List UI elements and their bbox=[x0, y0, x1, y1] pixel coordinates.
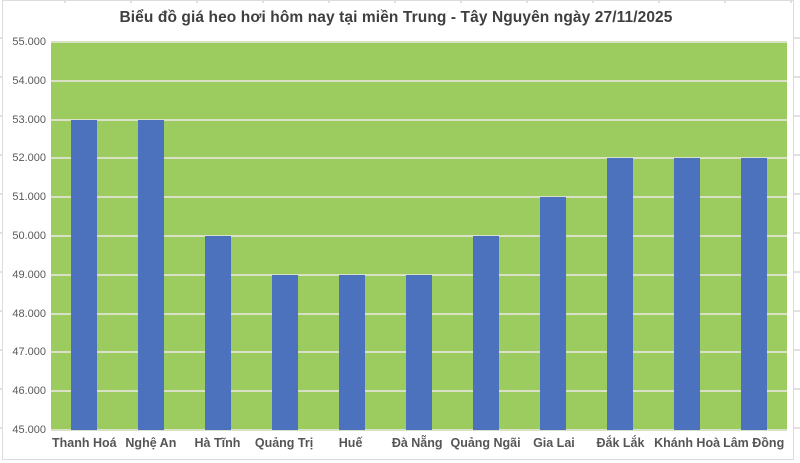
gridline bbox=[51, 118, 787, 121]
gridline bbox=[51, 157, 787, 160]
x-tick-label: Đà Nẵng bbox=[391, 436, 443, 450]
x-tick-label: Quảng Trị bbox=[254, 436, 314, 450]
bar-Thanh Hoá bbox=[71, 119, 98, 430]
spreadsheet-row-gridline-residue-right bbox=[794, 0, 800, 463]
x-tick-label: Đắk Lắk bbox=[596, 436, 645, 450]
bar-Lâm Đồng bbox=[740, 158, 767, 430]
bar-Khánh Hoà bbox=[673, 158, 700, 430]
gridline bbox=[51, 235, 787, 237]
y-tick-label: 48.000 bbox=[12, 307, 46, 320]
y-tick-label: 45.000 bbox=[12, 424, 46, 436]
x-tick-label: Thanh Hoá bbox=[51, 436, 117, 450]
y-tick-label: 49.000 bbox=[12, 268, 46, 281]
gridline bbox=[51, 196, 787, 199]
x-tick-label: Huế bbox=[338, 436, 363, 450]
plot-area bbox=[51, 41, 787, 431]
x-tick-label: Gia Lai bbox=[533, 436, 575, 450]
x-tick-label: Hà Tĩnh bbox=[194, 436, 241, 450]
x-tick-label: Quảng Ngãi bbox=[450, 436, 521, 450]
gridline bbox=[51, 273, 787, 276]
bar-Quảng Trị bbox=[272, 274, 299, 430]
gridline bbox=[51, 41, 787, 43]
y-tick-label: 51.000 bbox=[12, 191, 46, 204]
chart-title: Biểu đồ giá heo hơi hôm nay tại miền Tru… bbox=[119, 9, 673, 26]
spreadsheet-column-gridline-residue bbox=[0, 0, 800, 3]
bar-Gia Lai bbox=[539, 197, 566, 430]
y-tick-label: 53.000 bbox=[12, 113, 46, 126]
gridline bbox=[51, 429, 787, 431]
y-tick-label: 46.000 bbox=[12, 385, 46, 398]
x-tick-label: Khánh Hoà bbox=[654, 436, 721, 450]
bar-Nghệ An bbox=[138, 119, 165, 430]
x-tick-label: Nghệ An bbox=[125, 436, 177, 450]
y-tick-label: 47.000 bbox=[12, 346, 46, 359]
bar-Đắk Lắk bbox=[606, 158, 633, 430]
spreadsheet-row-gridline-residue-left bbox=[0, 0, 3, 463]
y-tick-label: 54.000 bbox=[12, 74, 46, 87]
bar-Quảng Ngãi bbox=[472, 236, 499, 430]
y-tick-label: 55.000 bbox=[12, 36, 46, 48]
bar-Đà Nẵng bbox=[406, 274, 432, 430]
gridline bbox=[51, 79, 787, 82]
y-tick-label: 50.000 bbox=[12, 230, 46, 242]
x-tick-label: Lâm Đồng bbox=[723, 436, 785, 450]
y-axis: 55.000 54.000 53.000 52.000 51.000 50.000 49.0… bbox=[0, 36, 46, 436]
bar-Huế bbox=[339, 274, 366, 430]
y-tick-label: 52.000 bbox=[12, 152, 46, 165]
bar-Hà Tĩnh bbox=[205, 236, 232, 430]
x-axis: Thanh Hoá Nghệ An Hà Tĩnh Quảng Trị Huế Đà Nẵ… bbox=[51, 436, 787, 456]
